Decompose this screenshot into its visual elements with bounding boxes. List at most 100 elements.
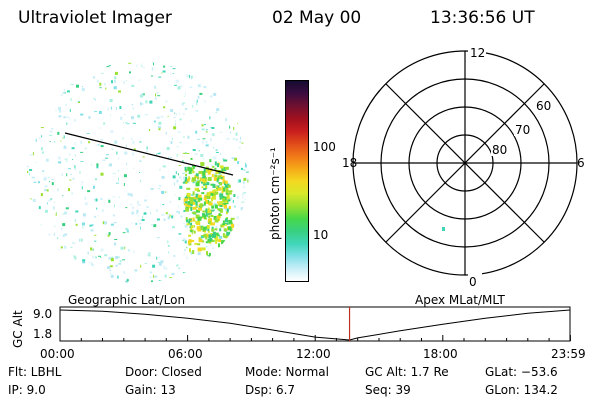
uv-speck — [224, 175, 226, 179]
footer-gain: Gain: 13 — [125, 383, 176, 397]
uv-speck — [231, 252, 233, 256]
uv-speck — [206, 129, 208, 131]
uv-speck — [182, 181, 186, 184]
uv-speck — [219, 201, 224, 204]
uv-speck — [88, 282, 90, 283]
uv-speck — [114, 76, 117, 80]
uv-speck — [154, 275, 158, 278]
uv-speck — [156, 116, 160, 119]
uv-speck — [33, 237, 36, 240]
uv-speck — [107, 234, 110, 237]
uv-speck — [188, 176, 191, 180]
uv-speck — [62, 271, 65, 273]
uv-speck — [226, 265, 229, 268]
uv-speck — [208, 168, 212, 172]
uv-speck — [194, 225, 195, 228]
uv-speck — [249, 187, 251, 189]
uv-speck — [222, 233, 225, 238]
uv-speck — [157, 95, 161, 97]
uv-speck — [130, 137, 133, 140]
uv-speck — [203, 124, 206, 126]
uv-speck — [55, 110, 57, 111]
uv-speck — [222, 198, 226, 203]
uv-speck — [211, 228, 215, 232]
footer-ip: IP: 9.0 — [8, 383, 46, 397]
uv-speck — [146, 195, 148, 197]
uv-speck — [184, 203, 187, 206]
uv-speck — [131, 84, 135, 87]
uv-speck — [128, 284, 130, 286]
uv-speck — [38, 181, 40, 184]
uv-speck — [70, 246, 73, 248]
uv-speck — [63, 135, 65, 139]
uv-speck — [197, 247, 202, 252]
uv-speck — [171, 215, 174, 219]
uv-speck — [190, 222, 193, 226]
uv-speck — [167, 244, 170, 247]
uv-speck — [36, 254, 39, 256]
uv-speck — [195, 204, 198, 209]
uv-speck — [211, 258, 214, 261]
uv-speck — [197, 252, 201, 256]
uv-speck — [244, 199, 248, 201]
polar-lat-70: 70 — [515, 123, 530, 137]
uv-speck — [214, 161, 217, 166]
uv-speck — [224, 218, 228, 223]
uv-speck — [240, 207, 244, 211]
uv-speck — [241, 167, 243, 170]
uv-speck — [71, 279, 73, 282]
uv-speck — [64, 158, 68, 160]
uv-speck — [206, 182, 210, 186]
uv-speck — [205, 144, 209, 147]
uv-speck — [67, 69, 71, 71]
uv-speck — [179, 176, 182, 179]
uv-speck — [80, 161, 84, 162]
uv-speck — [183, 222, 185, 224]
uv-speck — [245, 171, 249, 173]
uv-speck — [62, 91, 66, 94]
uv-speck — [99, 87, 102, 89]
uv-speck — [41, 103, 45, 106]
uv-speck — [241, 267, 244, 270]
uv-speck — [98, 255, 101, 257]
uv-speck — [205, 140, 208, 143]
uv-speck — [201, 124, 204, 127]
uv-speck — [68, 280, 71, 283]
uv-speck — [170, 157, 173, 158]
uv-speck — [140, 264, 142, 268]
uv-speck — [233, 127, 235, 130]
uv-speck — [161, 190, 165, 194]
uv-speck — [203, 86, 207, 89]
uv-speck — [205, 208, 208, 213]
uv-speck — [207, 170, 211, 175]
uv-speck — [228, 74, 232, 76]
uv-speck — [225, 211, 228, 215]
uv-speck — [150, 187, 154, 190]
uv-speck — [186, 277, 188, 279]
uv-speck — [52, 275, 55, 279]
uv-speck — [234, 67, 235, 70]
uv-speck — [40, 86, 43, 90]
uv-speck — [185, 173, 188, 176]
uv-speck — [241, 80, 243, 81]
uv-speck — [190, 239, 195, 242]
uv-speck — [132, 107, 135, 110]
uv-speck — [247, 190, 249, 193]
uv-speck — [163, 268, 167, 270]
uv-speck — [138, 214, 140, 217]
uv-speck — [199, 165, 202, 167]
uv-speck — [87, 190, 91, 193]
uv-speck — [92, 264, 95, 267]
uv-speck — [228, 222, 233, 225]
uv-speck — [137, 114, 141, 118]
uv-speck — [145, 100, 148, 104]
uv-speck — [95, 256, 97, 259]
uv-speck — [242, 168, 246, 171]
uv-speck — [153, 62, 154, 66]
uv-speck — [163, 286, 166, 287]
uv-speck — [226, 137, 230, 140]
uv-speck — [234, 205, 236, 208]
uv-speck — [31, 88, 34, 92]
uv-speck — [138, 219, 142, 221]
uv-speck — [74, 154, 76, 158]
